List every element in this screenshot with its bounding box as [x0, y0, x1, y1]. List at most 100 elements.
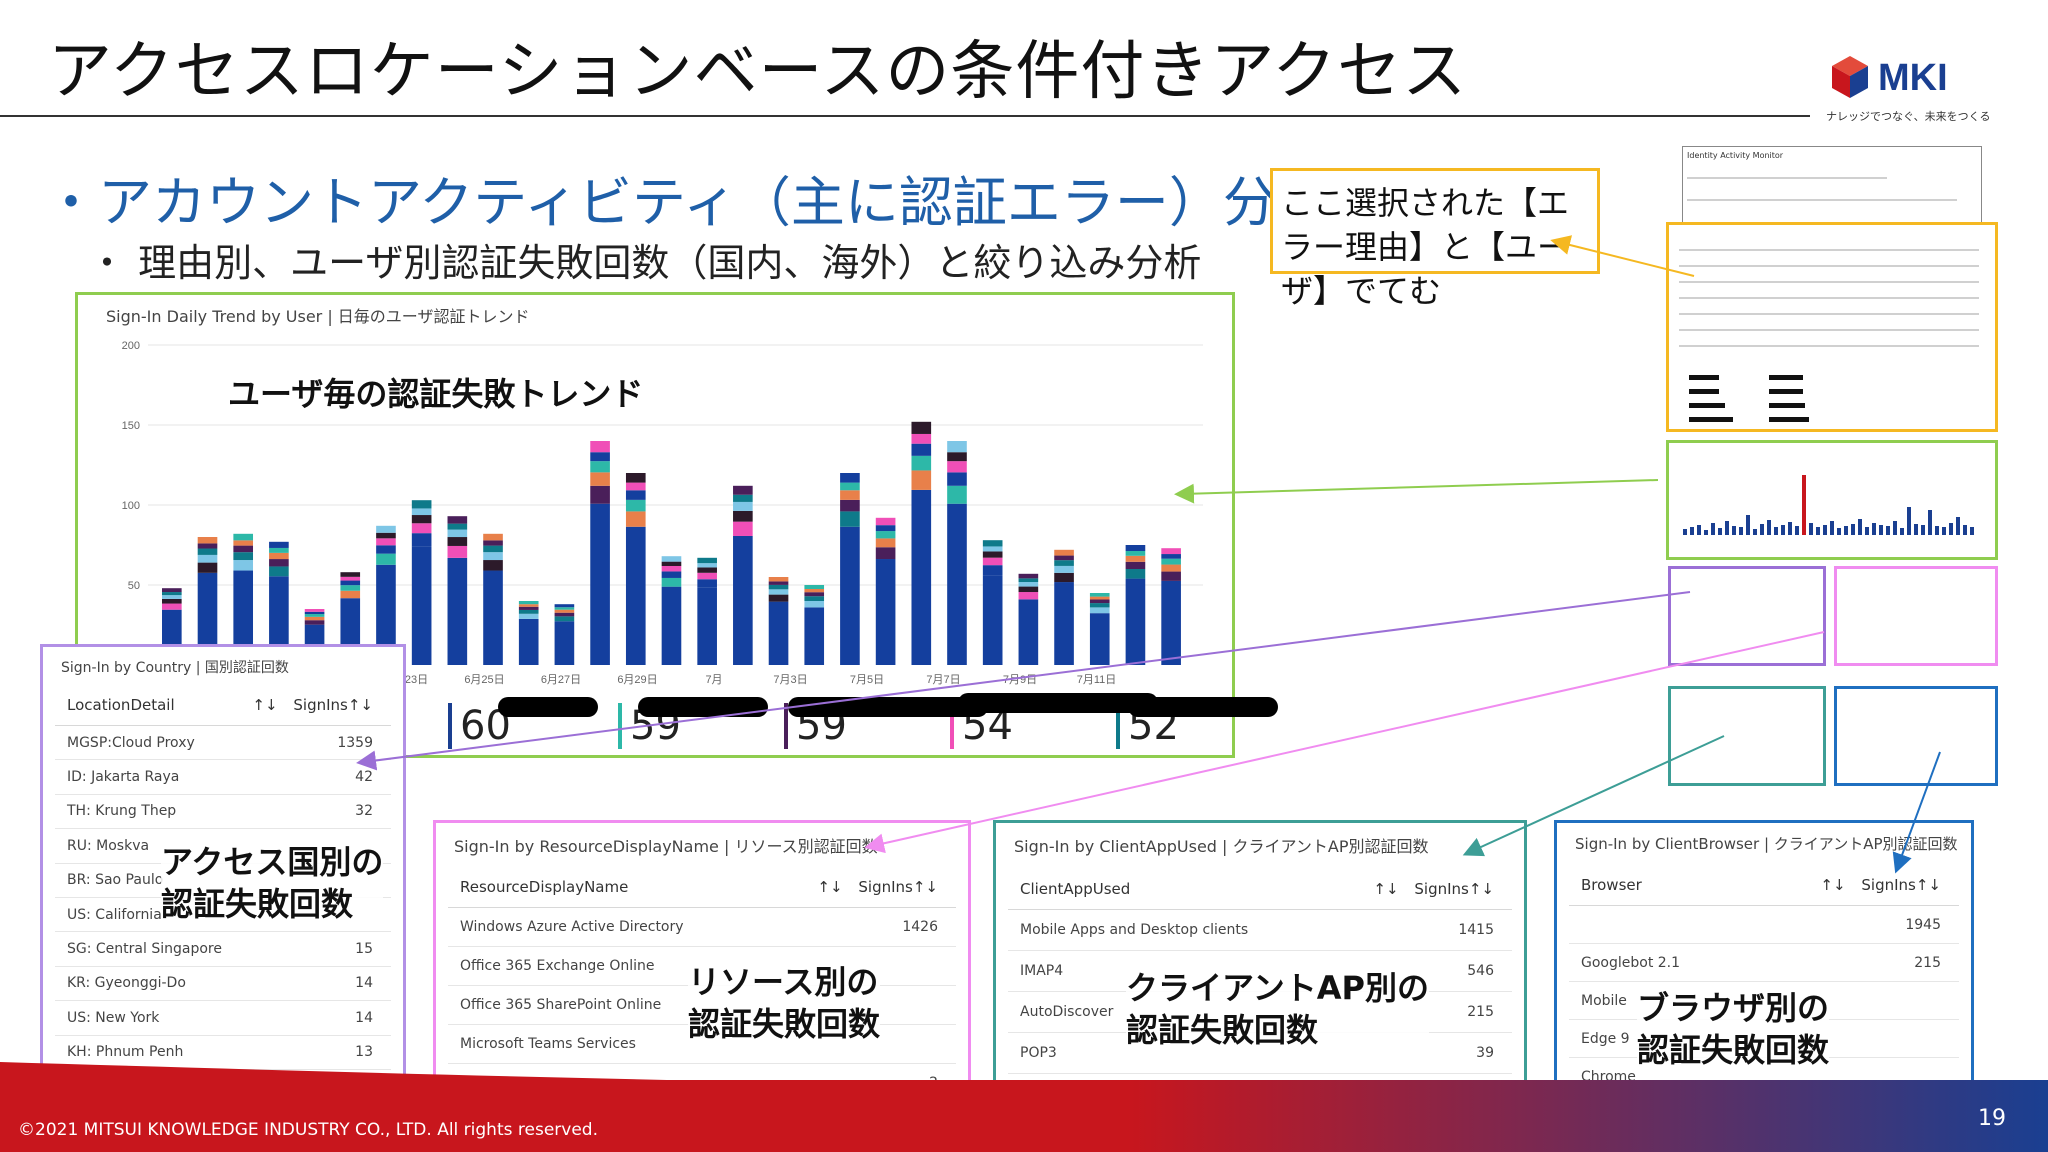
table-row[interactable]: Googlebot 2.1 215 — [1569, 944, 1959, 982]
bar-segment — [518, 609, 539, 614]
bar-segment — [982, 557, 1003, 566]
mini-bar — [1739, 527, 1743, 535]
bar-segment — [1054, 582, 1074, 665]
sort-icon[interactable]: ↑↓ — [1373, 880, 1399, 898]
country-panel-title: Sign-In by Country | 国別認証回数 — [61, 660, 289, 676]
bar-segment — [804, 601, 825, 608]
y-tick-label: 150 — [122, 420, 140, 432]
resource-panel: Sign-In by ResourceDisplayName | リソース別認証… — [433, 820, 971, 1108]
table-row[interactable]: 1945 — [1569, 906, 1959, 944]
bar-segment — [304, 609, 325, 612]
table-cell-value: 14 — [355, 975, 373, 992]
sort-icon[interactable]: ↑↓ — [1820, 876, 1846, 894]
table-row[interactable]: US: New York 14 — [55, 1001, 391, 1036]
arrow-pink — [864, 631, 1825, 854]
mini-bar — [1816, 527, 1820, 535]
mini-bar — [1865, 527, 1869, 535]
bar-segment — [625, 526, 646, 665]
thumbnail-browser — [1834, 686, 1998, 786]
table-cell-name: Windows Azure Active Directory — [460, 919, 684, 935]
bar-segment — [554, 604, 575, 608]
table-row[interactable]: TH: Krung Thep 32 — [55, 795, 391, 830]
bar-segment — [483, 560, 503, 571]
bar-segment — [269, 552, 289, 560]
bar-segment — [1018, 586, 1039, 593]
bar-segment — [518, 601, 539, 605]
resource-panel-title: Sign-In by ResourceDisplayName | リソース別認証… — [454, 837, 878, 856]
dashboard-thumbnail: Identity Activity Monitor — [1666, 146, 1998, 786]
bar-segment — [982, 551, 1003, 558]
table-row[interactable]: SG: Central Singapore 15 — [55, 932, 391, 967]
arrow-teal — [1462, 735, 1725, 857]
country-table-header: LocationDetail ↑↓ SignIns↑↓ — [55, 685, 391, 726]
bar-segment — [911, 433, 932, 444]
bar-segment — [661, 571, 682, 578]
mini-bar — [1970, 527, 1974, 535]
resource-table: ResourceDisplayName ↑↓ SignIns↑↓ Windows… — [448, 867, 956, 1103]
bar-segment — [804, 596, 825, 601]
redaction-bar — [638, 697, 768, 717]
browser-overlay-label: ブラウザ別の 認証失敗回数 — [1637, 987, 1830, 1071]
table-cell-value: 546 — [1467, 963, 1494, 979]
bar-segment — [840, 526, 860, 665]
bar-segment — [625, 473, 646, 483]
table-row[interactable]: Windows Azure Active Directory 1426 — [448, 908, 956, 947]
table-row[interactable]: Mobile Apps and Desktop clients 1415 — [1008, 910, 1512, 951]
mini-bar — [1942, 527, 1946, 535]
table-row[interactable]: ID: Jakarta Raya 42 — [55, 760, 391, 795]
bar-segment — [483, 545, 503, 553]
sort-icon[interactable]: ↑↓ — [252, 696, 278, 714]
country-overlay-label: アクセス国別の 認証失敗回数 — [161, 841, 384, 925]
bar-segment — [697, 572, 717, 580]
bar-segment — [447, 545, 468, 558]
thumbnail-header: Identity Activity Monitor — [1682, 146, 1982, 226]
bar-segment — [875, 538, 896, 548]
bar-segment — [340, 590, 361, 599]
sort-icon[interactable]: ↑↓ — [817, 878, 843, 896]
copyright: ©2021 MITSUI KNOWLEDGE INDUSTRY CO., LTD… — [18, 1120, 598, 1140]
table-row[interactable]: MGSP:Cloud Proxy 1359 — [55, 726, 391, 761]
table-cell-name: US: California — [67, 906, 162, 923]
bar-segment — [875, 559, 896, 665]
bar-segment — [733, 535, 753, 665]
bar-segment — [411, 533, 432, 547]
bar-segment — [554, 609, 575, 613]
bar-segment — [804, 585, 825, 589]
bar-segment — [804, 607, 825, 665]
mini-bar — [1704, 530, 1708, 535]
x-tick-label: 6月27日 — [541, 674, 581, 686]
x-tick-label: 7月 — [705, 674, 722, 686]
bar-segment — [840, 473, 860, 483]
table-row[interactable]: POP3 39 — [1008, 1033, 1512, 1074]
bar-segment — [982, 565, 1003, 576]
table-row[interactable]: US: California — [55, 898, 391, 933]
bar-segment — [1018, 578, 1039, 583]
bar-segment — [233, 545, 254, 553]
bar-segment — [197, 554, 218, 563]
title-divider — [0, 115, 1810, 117]
bar-segment — [233, 570, 254, 665]
bar-segment — [1054, 560, 1074, 566]
bar-segment — [947, 441, 967, 453]
mini-bar — [1802, 475, 1806, 535]
table-row[interactable]: KR: Gyeonggi-Do 14 — [55, 967, 391, 1002]
bar-segment — [1161, 558, 1181, 565]
bar-segment — [554, 612, 575, 617]
arrow-orange — [1550, 235, 1695, 277]
bar-segment — [162, 598, 182, 604]
mini-bar — [1725, 521, 1729, 535]
bar-segment — [554, 616, 575, 622]
bar-segment — [1089, 593, 1110, 597]
bar-segment — [590, 485, 610, 504]
bar-segment — [804, 592, 825, 597]
callout-selection-note: ここ選択された【エラー理由】と【ユーザ】でてむ — [1270, 168, 1600, 310]
bar-segment — [233, 540, 254, 546]
bar-segment — [1161, 580, 1181, 665]
bar-segment — [1125, 551, 1146, 556]
table-row[interactable]: Microsoft Teams Services — [448, 1025, 956, 1064]
mini-bar — [1760, 524, 1764, 535]
redaction-bar — [1128, 697, 1278, 717]
bar-segment — [911, 489, 932, 665]
bar-segment — [162, 595, 182, 599]
